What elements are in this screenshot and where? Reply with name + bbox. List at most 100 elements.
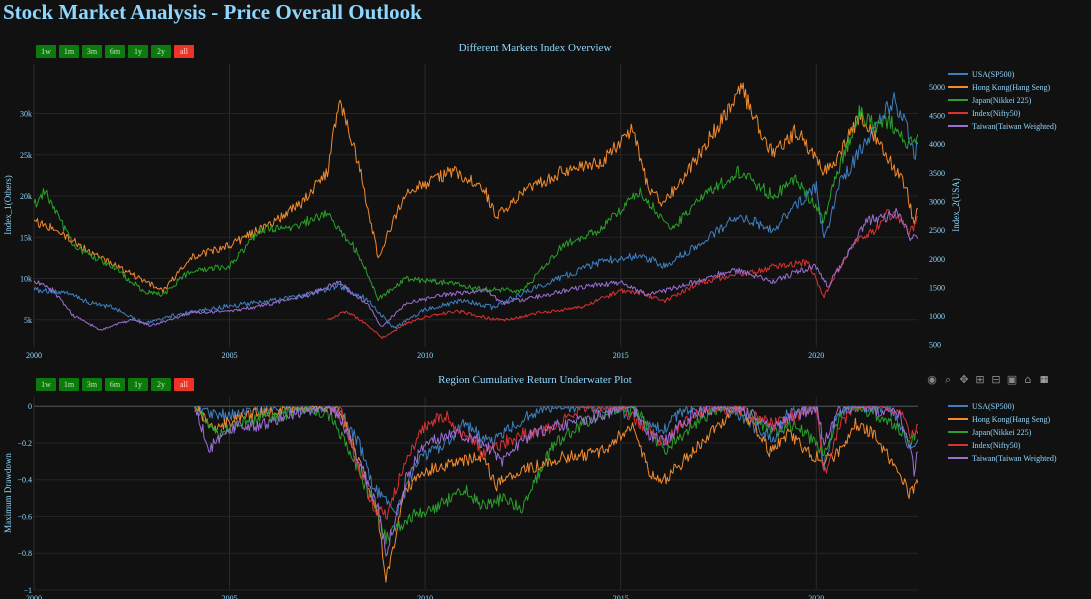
x-tick-label: 2000 (26, 594, 42, 599)
price-chart-y-axis-label: Index_1(Others) (3, 175, 13, 234)
x-tick-label: 2015 (613, 594, 629, 599)
y-tick-label: −1 (23, 586, 32, 595)
range-button-3m[interactable]: 3m (82, 45, 102, 58)
legend-item[interactable]: Japan(Nikkei 225) (948, 428, 1032, 437)
page-title: Stock Market Analysis - Price Overall Ou… (3, 0, 422, 24)
y2-tick-label: 1000 (929, 312, 945, 321)
zoom-icon[interactable]: ⌕ (944, 373, 952, 386)
legend-label: Japan(Nikkei 225) (972, 96, 1032, 105)
price-chart-y2-axis-label: Index_2(USA) (951, 178, 961, 232)
y2-tick-label: 1500 (929, 283, 945, 292)
autoscale-icon[interactable]: ▣ (1006, 373, 1018, 386)
range-button-2y[interactable]: 2y (151, 45, 171, 58)
price-chart-series[interactable] (34, 82, 918, 340)
range-button-1y[interactable]: 1y (128, 45, 148, 58)
legend-item[interactable]: Index(Nifty50) (948, 441, 1021, 450)
range-button-1y[interactable]: 1y (128, 378, 148, 391)
legend-item[interactable]: Taiwan(Taiwan Weighted) (948, 122, 1057, 131)
drawdown-chart-x-axis: 2000 2005 2010 2015 2020 (26, 594, 824, 599)
price-chart-range-selector[interactable]: 1w 1m 3m 6m 1y 2y all (36, 45, 194, 58)
drawdown-chart-gridlines (33, 397, 918, 591)
y-tick-label: 20k (20, 192, 32, 201)
legend-item[interactable]: USA(SP500) (948, 70, 1015, 79)
legend-label: USA(SP500) (972, 70, 1015, 79)
x-tick-label: 2000 (26, 351, 42, 360)
legend-label: Taiwan(Taiwan Weighted) (972, 122, 1057, 131)
zoom-in-icon[interactable]: ⊞ (975, 373, 985, 386)
price-chart-legend[interactable]: USA(SP500) Hong Kong(Hang Seng) Japan(Nikk… (948, 70, 1057, 131)
x-tick-label: 2005 (222, 594, 238, 599)
y-tick-label: −0.2 (17, 439, 32, 448)
zoom-out-icon[interactable]: ⊟ (991, 373, 1001, 386)
x-tick-label: 2020 (808, 351, 824, 360)
legend-label: USA(SP500) (972, 402, 1015, 411)
x-tick-label: 2010 (417, 594, 433, 599)
series-line-2[interactable] (194, 405, 918, 545)
drawdown-chart-legend[interactable]: USA(SP500) Hong Kong(Hang Seng) Japan(Nikk… (948, 402, 1057, 463)
series-line-0[interactable] (34, 92, 918, 329)
x-tick-label: 2010 (417, 351, 433, 360)
series-line-2[interactable] (34, 104, 918, 302)
range-button-1w[interactable]: 1w (36, 45, 56, 58)
y2-tick-label: 2000 (929, 255, 945, 264)
y2-tick-label: 2500 (929, 226, 945, 235)
legend-item[interactable]: Taiwan(Taiwan Weighted) (948, 454, 1057, 463)
drawdown-chart-y-axis-label: Maximum Drawdown (3, 453, 13, 533)
y-tick-label: −0.8 (17, 549, 32, 558)
y2-tick-label: 4500 (929, 112, 945, 121)
legend-label: Taiwan(Taiwan Weighted) (972, 454, 1057, 463)
range-button-1m[interactable]: 1m (59, 378, 79, 391)
range-button-1w[interactable]: 1w (36, 378, 56, 391)
y2-tick-label: 500 (929, 341, 941, 350)
camera-icon[interactable]: ◉ (927, 373, 937, 386)
drawdown-chart-range-selector[interactable]: 1w 1m 3m 6m 1y 2y all (36, 378, 194, 391)
drawdown-chart-series[interactable] (193, 405, 918, 583)
reset-axes-icon[interactable]: ⌂ (1024, 373, 1032, 386)
chart-modebar[interactable]: ◉ ⌕ ✥ ⊞ ⊟ ▣ ⌂ ▦ (926, 374, 1050, 386)
legend-label: Index(Nifty50) (972, 441, 1021, 450)
legend-item[interactable]: Index(Nifty50) (948, 109, 1021, 118)
x-tick-label: 2015 (613, 351, 629, 360)
drawdown-chart-y-axis: 0 −0.2 −0.4 −0.6 −0.8 −1 (17, 402, 32, 595)
x-tick-label: 2005 (222, 351, 238, 360)
legend-item[interactable]: USA(SP500) (948, 402, 1015, 411)
range-button-6m[interactable]: 6m (105, 378, 125, 391)
range-button-3m[interactable]: 3m (82, 378, 102, 391)
y-tick-label: −0.4 (17, 476, 32, 485)
pan-icon[interactable]: ✥ (959, 373, 969, 386)
y2-tick-label: 4000 (929, 140, 945, 149)
legend-label: Index(Nifty50) (972, 109, 1021, 118)
y-tick-label: 25k (20, 151, 32, 160)
y-tick-label: 10k (20, 275, 32, 284)
range-button-2y[interactable]: 2y (151, 378, 171, 391)
price-chart-y-axis-left: 5k 10k 15k 20k 25k 30k (20, 110, 32, 325)
plotly-logo-icon[interactable]: ▦ (1039, 375, 1049, 385)
series-line-3[interactable] (327, 208, 918, 340)
y-tick-label: 0 (28, 402, 32, 411)
series-line-0[interactable] (194, 405, 918, 516)
drawdown-chart-title: Region Cumulative Return Underwater Plot (438, 374, 632, 386)
y2-tick-label: 5000 (929, 83, 945, 92)
y-tick-label: −0.6 (17, 512, 32, 521)
price-chart-title: Different Markets Index Overview (459, 42, 612, 54)
legend-item[interactable]: Japan(Nikkei 225) (948, 96, 1032, 105)
series-line-4[interactable] (34, 207, 918, 331)
price-chart-y-axis-right: 500 1000 1500 2000 2500 3000 3500 4000 4500 5000 (929, 83, 945, 350)
range-button-all[interactable]: all (174, 45, 194, 58)
y2-tick-label: 3000 (929, 197, 945, 206)
legend-item[interactable]: Hong Kong(Hang Seng) (948, 83, 1051, 92)
x-tick-label: 2020 (808, 594, 824, 599)
range-button-all[interactable]: all (174, 378, 194, 391)
series-line-3[interactable] (327, 405, 918, 520)
legend-label: Hong Kong(Hang Seng) (972, 415, 1051, 424)
series-line-1[interactable] (34, 82, 918, 294)
series-line-1[interactable] (194, 405, 918, 583)
range-button-6m[interactable]: 6m (105, 45, 125, 58)
price-chart[interactable]: Different Markets Index Overview 2000 200… (3, 42, 1057, 360)
range-button-1m[interactable]: 1m (59, 45, 79, 58)
drawdown-chart[interactable]: Region Cumulative Return Underwater Plot… (3, 374, 1057, 599)
legend-item[interactable]: Hong Kong(Hang Seng) (948, 415, 1051, 424)
series-line-4[interactable] (193, 405, 918, 557)
